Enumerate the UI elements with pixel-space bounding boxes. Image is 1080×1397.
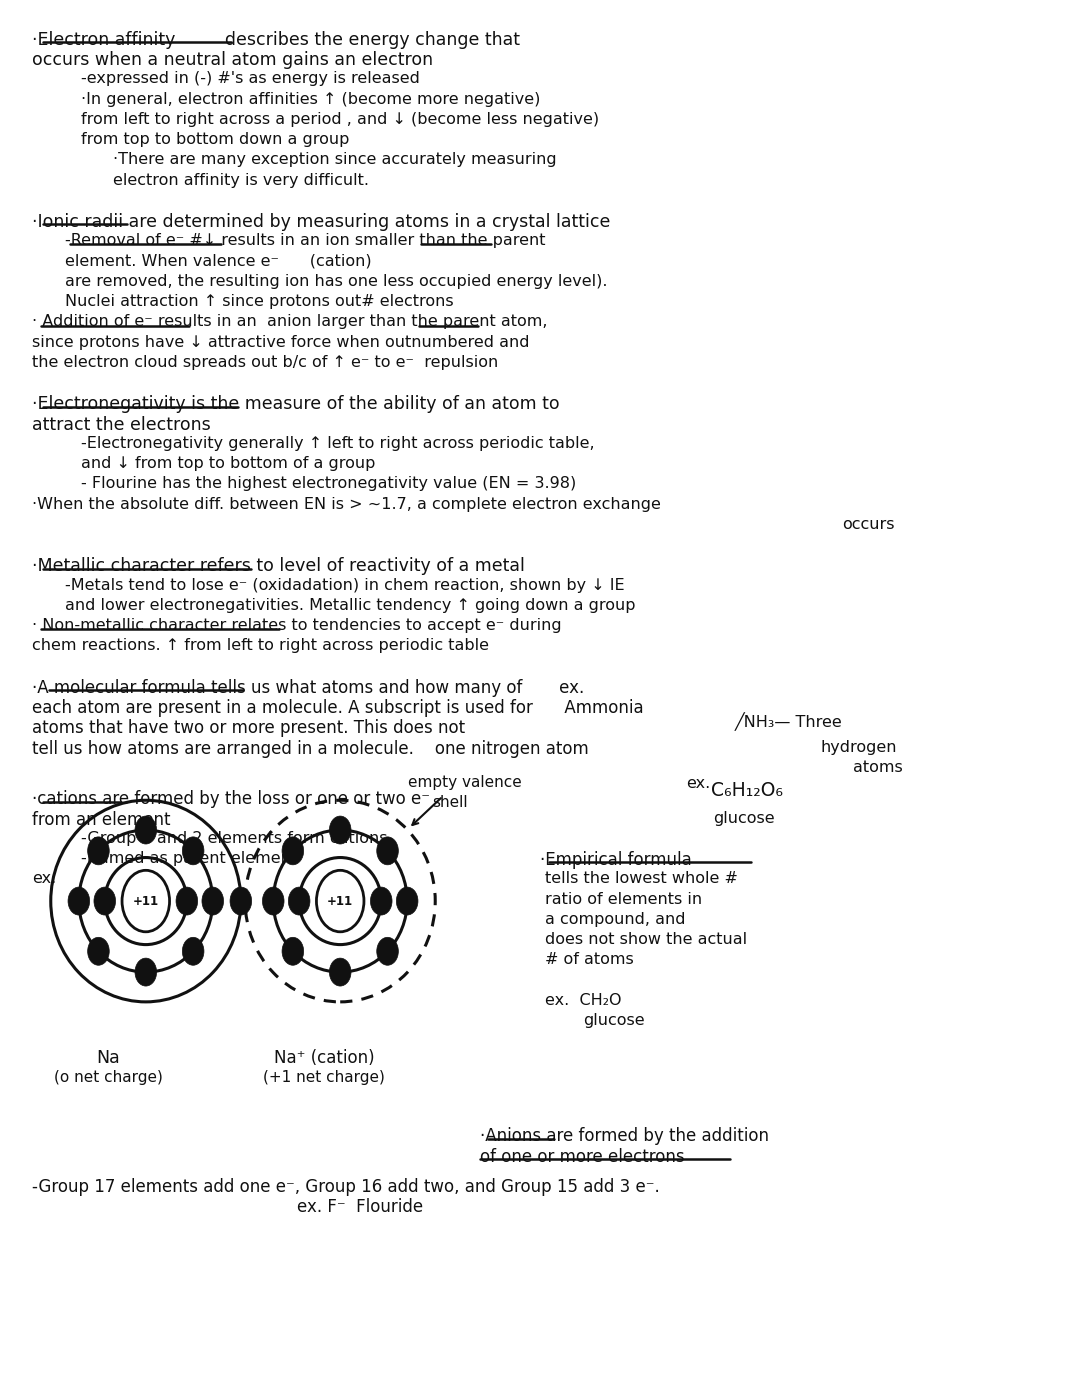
Circle shape (329, 816, 351, 844)
Text: are removed, the resulting ion has one less occupied energy level).: are removed, the resulting ion has one l… (65, 274, 607, 289)
Text: occurs when a neutral atom gains an electron: occurs when a neutral atom gains an elec… (32, 50, 433, 68)
Circle shape (202, 887, 224, 915)
Circle shape (87, 937, 109, 965)
Circle shape (370, 887, 392, 915)
Text: from an element: from an element (32, 810, 171, 828)
Text: ·Electron affinity         describes the energy change that: ·Electron affinity describes the energy … (32, 31, 521, 49)
Text: -Removal of e⁻ #↓ results in an ion smaller than the parent: -Removal of e⁻ #↓ results in an ion smal… (65, 233, 545, 249)
Text: (+1 net charge): (+1 net charge) (264, 1070, 384, 1085)
Text: ·There are many exception since accurately measuring: ·There are many exception since accurate… (113, 152, 557, 168)
Text: ·Metallic character refers to level of reactivity of a metal: ·Metallic character refers to level of r… (32, 557, 525, 576)
Text: ex. F⁻  Flouride: ex. F⁻ Flouride (297, 1199, 423, 1215)
Circle shape (87, 837, 109, 865)
Text: does not show the actual: does not show the actual (545, 932, 747, 947)
Circle shape (183, 837, 204, 865)
Text: # of atoms: # of atoms (545, 953, 634, 967)
Text: from top to bottom down a group: from top to bottom down a group (81, 131, 349, 147)
Text: +11: +11 (133, 894, 159, 908)
Text: from left to right across a period , and ↓ (become less negative): from left to right across a period , and… (81, 112, 599, 127)
Text: -Group 1 and 2 elements form cations: -Group 1 and 2 elements form cations (81, 831, 388, 845)
Text: · Non-metallic character relates to tendencies to accept e⁻ during: · Non-metallic character relates to tend… (32, 617, 562, 633)
Circle shape (377, 937, 399, 965)
Text: ·In general, electron affinities ↑ (become more negative): ·In general, electron affinities ↑ (beco… (81, 91, 540, 106)
Text: empty valence: empty valence (408, 775, 522, 791)
Text: each atom are present in a molecule. A subscript is used for      Ammonia: each atom are present in a molecule. A s… (32, 698, 644, 717)
Text: atoms: atoms (853, 760, 903, 775)
Circle shape (176, 887, 198, 915)
Text: glucose: glucose (713, 810, 774, 826)
Text: - Flourine has the highest electronegativity value (EN = 3.98): - Flourine has the highest electronegati… (81, 476, 577, 492)
Text: hydrogen: hydrogen (821, 739, 897, 754)
Circle shape (377, 837, 399, 865)
Text: -Electronegativity generally ↑ left to right across periodic table,: -Electronegativity generally ↑ left to r… (81, 436, 595, 451)
Text: ·When the absolute diff. between EN is > ~1.7, a complete electron exchange: ·When the absolute diff. between EN is >… (32, 496, 661, 511)
Circle shape (68, 887, 90, 915)
Circle shape (135, 816, 157, 844)
Text: ·Empirical formula: ·Empirical formula (540, 851, 692, 869)
Circle shape (262, 887, 284, 915)
Text: ·A molecular formula tells us what atoms and how many of       ex.: ·A molecular formula tells us what atoms… (32, 679, 584, 697)
Text: -Group 17 elements add one e⁻, Group 16 add two, and Group 15 add 3 e⁻.: -Group 17 elements add one e⁻, Group 16 … (32, 1178, 660, 1196)
Text: a compound, and: a compound, and (545, 912, 686, 926)
Text: · Addition of e⁻ results in an  anion larger than the parent atom,: · Addition of e⁻ results in an anion lar… (32, 314, 548, 330)
Text: electron affinity is very difficult.: electron affinity is very difficult. (113, 172, 369, 187)
Text: C₆H₁₂O₆: C₆H₁₂O₆ (711, 781, 783, 799)
Text: Na⁺ (cation): Na⁺ (cation) (273, 1049, 375, 1067)
Text: ╱NH₃— Three: ╱NH₃— Three (734, 712, 842, 731)
Circle shape (282, 937, 303, 965)
Circle shape (183, 937, 204, 965)
Text: (o net charge): (o net charge) (54, 1070, 162, 1085)
Text: chem reactions. ↑ from left to right across periodic table: chem reactions. ↑ from left to right acr… (32, 638, 489, 654)
Circle shape (122, 870, 170, 932)
Text: element. When valence e⁻      (cation): element. When valence e⁻ (cation) (65, 253, 372, 268)
Text: ex.: ex. (32, 872, 56, 886)
Text: -Named as parent element: -Named as parent element (81, 851, 297, 866)
Circle shape (396, 887, 418, 915)
Circle shape (329, 958, 351, 986)
Text: -expressed in (-) #'s as energy is released: -expressed in (-) #'s as energy is relea… (81, 71, 420, 87)
Circle shape (135, 958, 157, 986)
Text: and ↓ from top to bottom of a group: and ↓ from top to bottom of a group (81, 455, 376, 471)
Text: Na: Na (96, 1049, 120, 1067)
Text: ex.: ex. (686, 777, 710, 791)
Text: ex.  CH₂O: ex. CH₂O (545, 993, 622, 1007)
Circle shape (230, 887, 252, 915)
Circle shape (316, 870, 364, 932)
Text: atoms that have two or more present. This does not: atoms that have two or more present. Thi… (32, 719, 465, 738)
Text: -Metals tend to lose e⁻ (oxidadation) in chem reaction, shown by ↓ IE: -Metals tend to lose e⁻ (oxidadation) in… (65, 577, 624, 592)
Text: ·cations are formed by the loss or one or two e⁻: ·cations are formed by the loss or one o… (32, 791, 431, 809)
Text: and lower electronegativities. Metallic tendency ↑ going down a group: and lower electronegativities. Metallic … (65, 598, 635, 613)
Text: tell us how atoms are arranged in a molecule.    one nitrogen atom: tell us how atoms are arranged in a mole… (32, 739, 590, 757)
Text: +11: +11 (327, 894, 353, 908)
Text: Nuclei attraction ↑ since protons out# electrons: Nuclei attraction ↑ since protons out# e… (65, 293, 454, 309)
Text: the electron cloud spreads out b/c of ↑ e⁻ to e⁻  repulsion: the electron cloud spreads out b/c of ↑ … (32, 355, 499, 370)
Text: attract the electrons: attract the electrons (32, 415, 212, 433)
Text: shell: shell (432, 795, 468, 810)
Text: ·Anions are formed by the addition: ·Anions are formed by the addition (480, 1127, 769, 1146)
Text: ·Electronegativity is the measure of the ability of an atom to: ·Electronegativity is the measure of the… (32, 395, 561, 414)
Circle shape (94, 887, 116, 915)
Text: ratio of elements in: ratio of elements in (545, 891, 702, 907)
Circle shape (282, 837, 303, 865)
Text: tells the lowest whole #: tells the lowest whole # (545, 872, 739, 886)
Text: of one or more electrons: of one or more electrons (480, 1148, 684, 1165)
Circle shape (288, 887, 310, 915)
Text: ·Ionic radii are determined by measuring atoms in a crystal lattice: ·Ionic radii are determined by measuring… (32, 212, 611, 231)
Text: glucose: glucose (583, 1013, 645, 1028)
Text: occurs: occurs (842, 517, 895, 532)
Text: since protons have ↓ attractive force when outnumbered and: since protons have ↓ attractive force wh… (32, 334, 530, 349)
